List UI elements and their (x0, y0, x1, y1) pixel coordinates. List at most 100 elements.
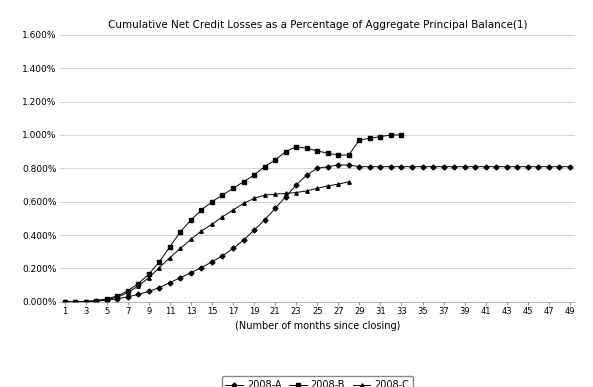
2008-A (493, 164, 500, 169)
2008-A (72, 300, 79, 304)
2008-A (292, 183, 299, 187)
2008-C (124, 290, 131, 295)
2008-A (135, 292, 142, 297)
2008-C (103, 297, 110, 302)
2008-B (187, 218, 195, 223)
2008-B (103, 296, 110, 301)
2008-B (198, 208, 205, 212)
2008-A (461, 164, 468, 169)
2008-A (114, 296, 121, 301)
2008-C (335, 182, 342, 187)
2008-A (303, 173, 310, 177)
2008-B (208, 199, 215, 204)
2008-B (387, 133, 394, 137)
2008-A (377, 164, 384, 169)
2008-B (377, 134, 384, 139)
2008-B (135, 281, 142, 286)
2008-C (166, 255, 173, 260)
2008-B (229, 186, 237, 191)
2008-B (166, 245, 173, 249)
Line: 2008-C: 2008-C (63, 180, 350, 303)
2008-A (345, 163, 352, 167)
2008-C (145, 275, 152, 280)
2008-A (187, 271, 195, 275)
2008-C (292, 190, 299, 195)
2008-C (72, 300, 79, 304)
2008-C (135, 284, 142, 288)
2008-A (219, 253, 226, 258)
2008-C (219, 214, 226, 219)
2008-A (546, 164, 553, 169)
2008-C (261, 193, 268, 197)
2008-A (503, 164, 511, 169)
X-axis label: (Number of months since closing): (Number of months since closing) (235, 320, 400, 330)
2008-A (387, 164, 394, 169)
2008-A (93, 299, 100, 303)
2008-B (261, 164, 268, 169)
2008-B (345, 152, 352, 157)
2008-B (366, 136, 374, 140)
2008-A (177, 275, 184, 280)
Legend: 2008-A, 2008-B, 2008-C: 2008-A, 2008-B, 2008-C (222, 376, 413, 387)
Line: 2008-B: 2008-B (63, 133, 403, 303)
Title: Cumulative Net Credit Losses as a Percentage of Aggregate Principal Balance(1): Cumulative Net Credit Losses as a Percen… (107, 20, 527, 30)
2008-C (156, 265, 163, 270)
2008-C (240, 201, 247, 206)
2008-A (124, 295, 131, 299)
2008-B (124, 289, 131, 293)
2008-C (61, 300, 68, 304)
2008-B (114, 294, 121, 298)
2008-C (282, 191, 289, 196)
2008-B (303, 146, 310, 151)
2008-A (429, 164, 436, 169)
2008-B (156, 259, 163, 264)
2008-B (324, 151, 331, 156)
2008-B (292, 144, 299, 149)
2008-C (229, 208, 237, 212)
2008-B (82, 299, 89, 304)
2008-A (240, 238, 247, 242)
2008-A (419, 164, 426, 169)
2008-A (566, 164, 573, 169)
2008-C (250, 196, 257, 201)
2008-A (166, 280, 173, 285)
2008-A (250, 228, 257, 233)
2008-C (177, 246, 184, 251)
2008-A (514, 164, 521, 169)
2008-A (156, 285, 163, 290)
2008-B (398, 133, 405, 137)
2008-B (335, 152, 342, 157)
2008-C (82, 299, 89, 304)
2008-A (82, 299, 89, 304)
2008-B (93, 298, 100, 303)
2008-A (398, 164, 405, 169)
2008-C (93, 298, 100, 303)
2008-A (198, 265, 205, 270)
2008-A (471, 164, 479, 169)
2008-C (114, 295, 121, 300)
2008-B (250, 173, 257, 177)
2008-C (187, 237, 195, 241)
2008-A (335, 163, 342, 167)
2008-B (356, 138, 363, 142)
2008-A (366, 164, 374, 169)
2008-A (272, 206, 279, 211)
2008-A (440, 164, 447, 169)
2008-A (229, 246, 237, 251)
2008-A (324, 164, 331, 169)
2008-B (219, 193, 226, 197)
2008-B (177, 229, 184, 234)
2008-C (272, 192, 279, 197)
2008-B (272, 158, 279, 162)
2008-B (61, 300, 68, 304)
Line: 2008-A: 2008-A (63, 163, 572, 303)
2008-A (451, 164, 458, 169)
2008-A (524, 164, 531, 169)
2008-B (314, 149, 321, 153)
2008-B (282, 149, 289, 154)
2008-A (208, 259, 215, 264)
2008-A (282, 194, 289, 199)
2008-A (103, 298, 110, 303)
2008-A (482, 164, 489, 169)
2008-C (208, 222, 215, 226)
